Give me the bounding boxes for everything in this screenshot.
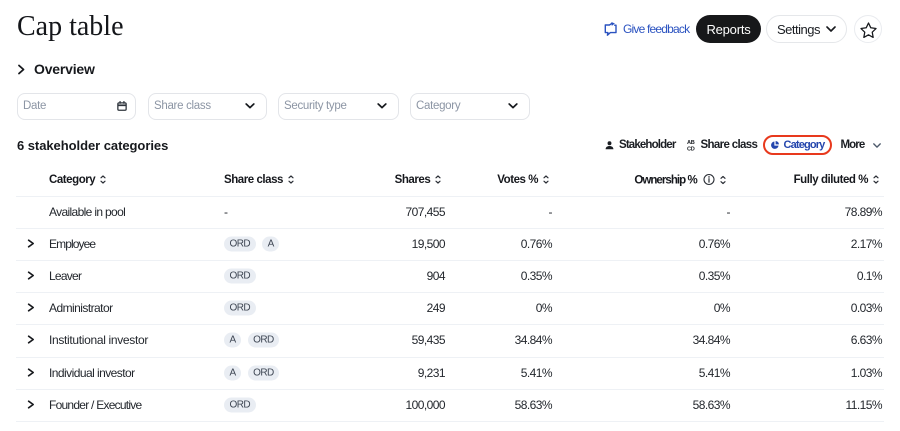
svg-text:CD: CD: [687, 146, 695, 151]
svg-text:AB: AB: [687, 140, 695, 146]
